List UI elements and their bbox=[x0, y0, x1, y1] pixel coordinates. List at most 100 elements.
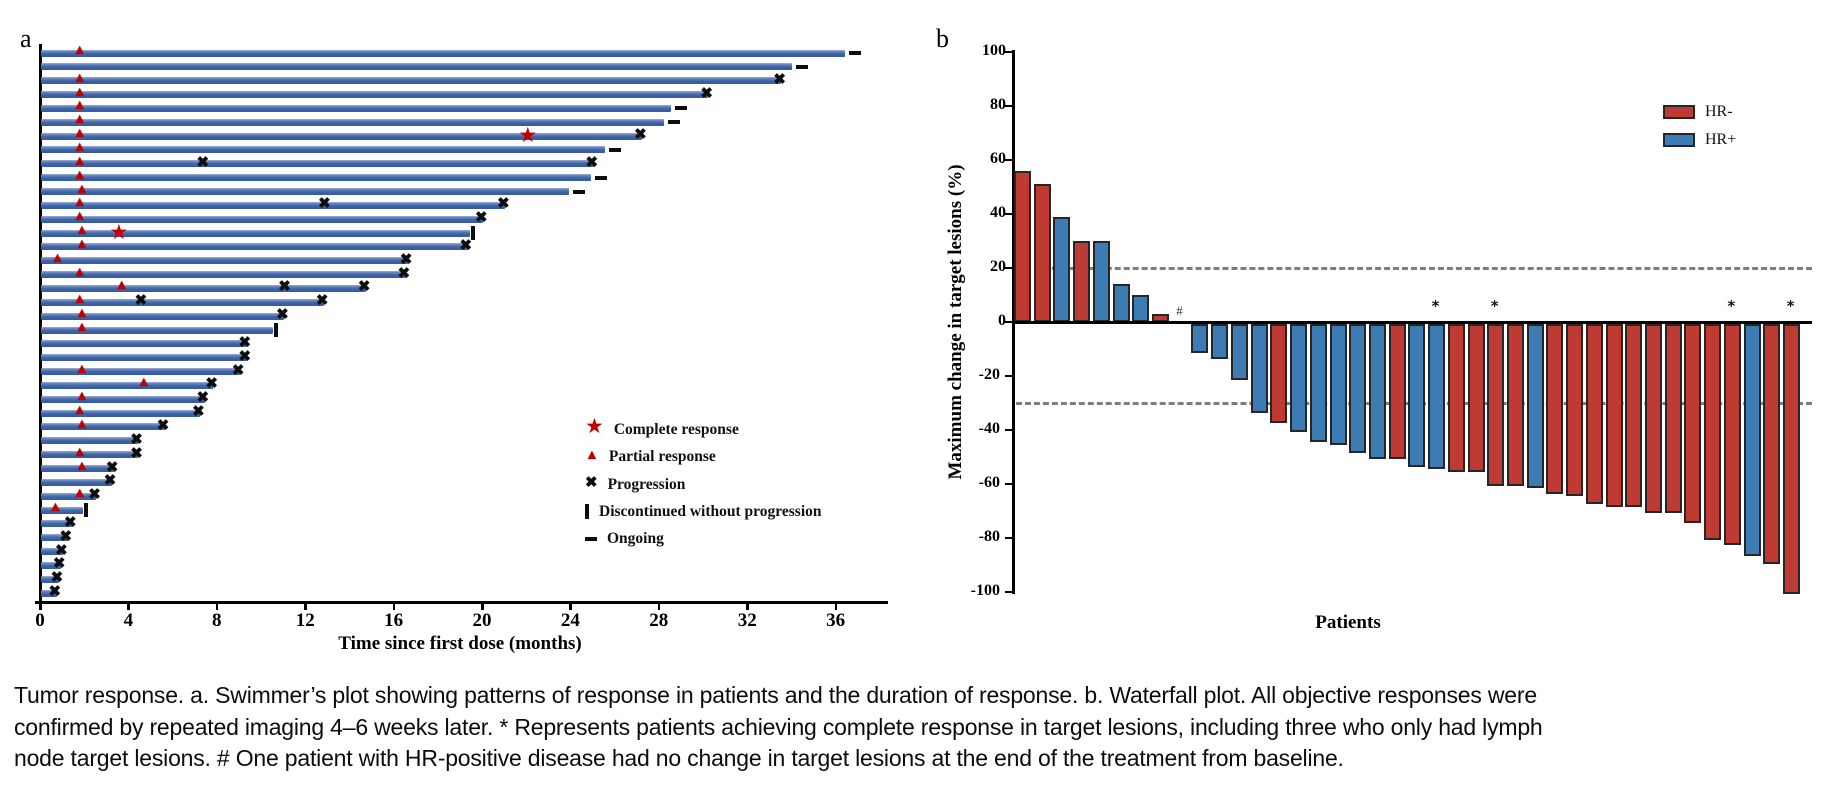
complete-response-asterisk: * bbox=[1490, 297, 1499, 315]
y-axis-tick bbox=[1005, 374, 1013, 378]
waterfall-bar bbox=[1073, 241, 1091, 322]
figure-caption: Tumor response. a. Swimmer’s plot showin… bbox=[14, 682, 1543, 772]
legend-item-label: Discontinued without progression bbox=[599, 502, 822, 520]
waterfall-bar bbox=[1585, 323, 1603, 505]
partial-response-icon: ▲ bbox=[585, 448, 599, 464]
swimmer-bar bbox=[41, 63, 793, 71]
swimmer-bar bbox=[41, 91, 709, 99]
partial-response-icon: ▲ bbox=[74, 223, 89, 239]
waterfall-bar bbox=[1033, 184, 1051, 322]
swimmer-bar bbox=[41, 132, 643, 140]
progression-icon: ✖ bbox=[196, 154, 210, 171]
waterfall-bar bbox=[1487, 323, 1505, 486]
legend-item: ★ Complete response bbox=[585, 415, 739, 440]
waterfall-bar bbox=[1664, 323, 1682, 513]
waterfall-bar bbox=[1428, 323, 1446, 470]
legend-item: ✖ Progression bbox=[585, 475, 685, 495]
swimmer-bar bbox=[41, 340, 247, 348]
legend-item-label: Ongoing bbox=[607, 530, 664, 548]
complete-response-icon: ★ bbox=[109, 220, 129, 245]
swimmer-bar bbox=[41, 146, 605, 154]
waterfall-bar bbox=[1191, 323, 1209, 354]
legend-item: ▲ Partial response bbox=[585, 447, 716, 467]
progression-icon: ✖ bbox=[231, 362, 245, 379]
swimmer-bar bbox=[41, 409, 201, 417]
x-axis-tick bbox=[304, 601, 307, 610]
swimmer-bar bbox=[41, 118, 665, 126]
swimmer-bar bbox=[41, 548, 64, 556]
swimmer-bar bbox=[41, 492, 97, 500]
hr-negative-swatch bbox=[1663, 105, 1695, 119]
partial-response-icon: ▲ bbox=[48, 500, 63, 516]
swimmer-bar bbox=[41, 271, 406, 279]
panel-a-x-axis bbox=[35, 601, 888, 604]
swimmer-bar bbox=[41, 77, 782, 85]
swimmer-bar bbox=[41, 160, 594, 168]
panel-b-zero-axis bbox=[1012, 320, 1812, 324]
ongoing-icon bbox=[585, 537, 597, 542]
swimmer-bar bbox=[41, 575, 59, 583]
complete-response-asterisk: * bbox=[1786, 297, 1795, 315]
swimmer-bar bbox=[41, 478, 112, 486]
progression-icon: ✖ bbox=[103, 473, 117, 490]
panel-a-letter: a bbox=[20, 24, 32, 53]
x-axis-tick-label: 20 bbox=[472, 610, 492, 631]
waterfall-bar bbox=[1546, 323, 1564, 494]
swimmer-bar bbox=[41, 520, 72, 528]
progression-icon: ✖ bbox=[634, 127, 647, 144]
partial-response-icon: ▲ bbox=[72, 486, 87, 502]
partial-response-icon: ▲ bbox=[72, 209, 87, 225]
waterfall-bar bbox=[1723, 323, 1741, 545]
swimmer-bar bbox=[41, 534, 68, 542]
legend-item-label: Partial response bbox=[608, 448, 716, 466]
legend-item: HR+ bbox=[1663, 131, 1736, 148]
discontinued-icon bbox=[83, 503, 88, 518]
reference-line bbox=[1016, 266, 1812, 270]
progression-icon: ✖ bbox=[700, 85, 713, 102]
y-axis-tick-label: 100 bbox=[982, 42, 1006, 59]
progression-icon: ✖ bbox=[196, 390, 210, 407]
legend-item-label: Complete response bbox=[613, 421, 739, 438]
progression-icon: ✖ bbox=[50, 570, 64, 587]
x-axis-tick-label: 0 bbox=[35, 610, 45, 631]
y-axis-tick-label: -20 bbox=[978, 366, 1000, 383]
partial-response-icon: ▲ bbox=[72, 153, 87, 169]
partial-response-icon: ▲ bbox=[72, 264, 87, 280]
waterfall-bar bbox=[1507, 323, 1524, 486]
partial-response-icon: ▲ bbox=[72, 167, 87, 183]
x-axis-tick-label: 28 bbox=[649, 610, 669, 631]
swimmer-bar bbox=[41, 395, 205, 403]
y-axis-tick-label: -40 bbox=[978, 420, 1000, 437]
complete-response-icon: ★ bbox=[518, 123, 538, 148]
discontinued-icon bbox=[585, 504, 589, 520]
waterfall-bar bbox=[1763, 323, 1781, 564]
partial-response-icon: ▲ bbox=[72, 98, 87, 114]
swimmer-bar bbox=[41, 104, 671, 112]
partial-response-icon: ▲ bbox=[72, 403, 87, 419]
x-axis-tick-label: 16 bbox=[384, 610, 404, 631]
waterfall-bar bbox=[1290, 323, 1308, 432]
partial-response-icon: ▲ bbox=[72, 112, 87, 128]
ongoing-icon bbox=[674, 106, 687, 111]
y-axis-tick-label: -100 bbox=[970, 582, 1000, 599]
swimmer-bar bbox=[41, 284, 366, 292]
progression-icon: ✖ bbox=[475, 210, 488, 227]
panel-a-y-spine bbox=[39, 44, 42, 603]
progression-icon: ✖ bbox=[59, 528, 73, 545]
waterfall-bar bbox=[1783, 323, 1801, 594]
waterfall-bar bbox=[1329, 323, 1347, 445]
waterfall-bar bbox=[1250, 323, 1268, 413]
x-axis-tick bbox=[481, 601, 484, 610]
swimmer-bar bbox=[41, 589, 57, 597]
x-axis-tick bbox=[127, 601, 130, 610]
y-axis-tick bbox=[1005, 104, 1013, 108]
waterfall-bar bbox=[1230, 323, 1248, 381]
swimmer-bar bbox=[41, 201, 506, 209]
progression-icon: ✖ bbox=[497, 196, 510, 213]
waterfall-bar bbox=[1743, 323, 1761, 556]
swimmer-bar bbox=[41, 312, 285, 320]
x-axis-tick-label: 24 bbox=[560, 610, 580, 631]
swimmer-bar bbox=[41, 49, 846, 57]
x-axis-tick bbox=[392, 601, 396, 610]
